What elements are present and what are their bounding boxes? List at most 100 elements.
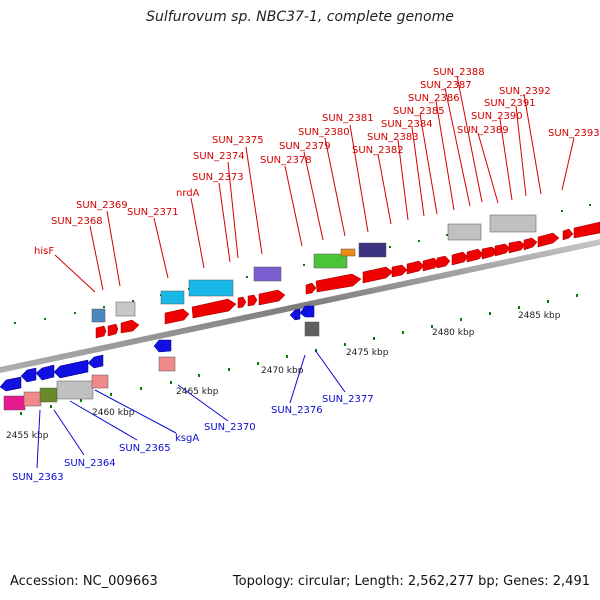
gene-label: SUN_2386 [408,93,460,104]
gene-label: SUN_2379 [279,141,331,152]
gene-label: SUN_2388 [433,67,485,78]
gene-label: SUN_2373 [192,172,244,183]
gene-label: SUN_2391 [484,98,536,109]
gene-label: SUN_2383 [367,132,419,143]
gene-label: SUN_2387 [420,80,472,91]
gene-arrow [466,248,484,263]
gene-label: SUN_2377 [322,394,374,405]
gene-arrow [362,266,394,284]
diagram-title: Sulfurovum sp. NBC37-1, complete genome [146,9,454,25]
gene-arrow [523,237,538,251]
feature-box [91,308,106,323]
gene-arrow [53,359,89,379]
gene-arrow [247,294,258,307]
feature-box [489,214,537,233]
gene-arrow [315,273,362,293]
accession-text: Accession: NC_009663 [10,574,158,589]
gene-arrow [289,308,301,321]
feature-box [158,356,176,372]
scale-label: 2470 kbp [261,366,304,376]
scale-label: 2460 kbp [92,408,135,418]
feature-box [23,391,42,407]
gene-label: SUN_2371 [127,207,179,218]
forward-genes [95,221,600,339]
scale-label: 2475 kbp [346,348,389,358]
gene-arrow [562,228,574,241]
forward-feature-boxes [91,214,537,323]
gene-arrow [436,255,451,269]
genome-summary-text: Topology: circular; Length: 2,562,277 bp… [232,574,590,589]
top-leader-lines [54,75,575,293]
feature-box [91,374,109,389]
gene-arrow [258,289,286,306]
lower-tick-row [20,294,578,415]
feature-box [160,290,185,305]
feature-box [39,387,58,403]
gene-label: SUN_2369 [76,200,128,211]
gene-arrow [299,305,315,318]
top-gene-labels: hisF SUN_2368 SUN_2369 SUN_2371 nrdA SUN… [34,67,600,257]
gene-label: SUN_2375 [212,135,264,146]
gene-label: SUN_2384 [381,119,433,130]
gene-arrow [537,232,560,248]
feature-box [313,253,348,269]
scale-labels: 2455 kbp 2460 kbp 2465 kbp 2470 kbp 2475… [6,311,561,441]
scale-label: 2455 kbp [6,431,49,441]
gene-arrow [422,257,440,272]
gene-arrow [191,298,237,319]
feature-box [340,248,356,257]
reverse-genes [0,305,315,392]
gene-label: hisF [34,246,54,257]
gene-label: SUN_2365 [119,443,171,454]
gene-label: SUN_2385 [393,106,445,117]
gene-label: SUN_2378 [260,155,312,166]
gene-arrow [0,376,22,392]
gene-arrow [95,325,107,339]
gene-label: SUN_2392 [499,86,551,97]
gene-arrow [406,260,425,275]
gene-arrow [153,339,172,353]
gene-arrow [120,319,140,334]
feature-box [447,223,482,241]
gene-label: SUN_2363 [12,472,64,483]
gene-label: SUN_2381 [322,113,374,124]
gene-label: ksgA [175,433,199,444]
gene-arrow [164,308,190,325]
gene-arrow [35,364,55,381]
feature-box [358,242,387,258]
scale-label: 2485 kbp [518,311,561,321]
gene-arrow [107,323,119,337]
bottom-gene-labels: SUN_2363 SUN_2364 SUN_2365 ksgA SUN_2370… [12,394,374,483]
gene-label: SUN_2370 [204,422,256,433]
gene-label: SUN_2393 [548,128,600,139]
gene-label: SUN_2364 [64,458,116,469]
scale-label: 2480 kbp [432,328,475,338]
feature-box [253,266,282,282]
feature-box [304,321,320,337]
gene-label: SUN_2374 [193,151,245,162]
gene-label: SUN_2382 [352,145,404,156]
gene-arrow [494,243,511,257]
gene-label: SUN_2389 [457,125,509,136]
gene-arrow [391,264,408,278]
gene-arrow [237,296,247,309]
reverse-feature-boxes [3,321,320,411]
genome-backbone [0,239,600,373]
gene-arrow [87,354,104,369]
feature-box [188,279,234,297]
bottom-leader-lines [36,349,346,469]
gene-label: SUN_2376 [271,405,323,416]
gene-label: nrdA [176,188,200,199]
feature-box [56,380,94,400]
gene-arrow [573,221,600,239]
gene-label: SUN_2390 [471,111,523,122]
feature-box [3,395,26,411]
gene-arrow [305,282,317,295]
gene-arrow [20,367,37,383]
scale-label: 2465 kbp [176,387,219,397]
gene-label: SUN_2368 [51,216,103,227]
gene-arrow [451,251,469,266]
gene-label: SUN_2380 [298,127,350,138]
feature-box [115,301,136,317]
